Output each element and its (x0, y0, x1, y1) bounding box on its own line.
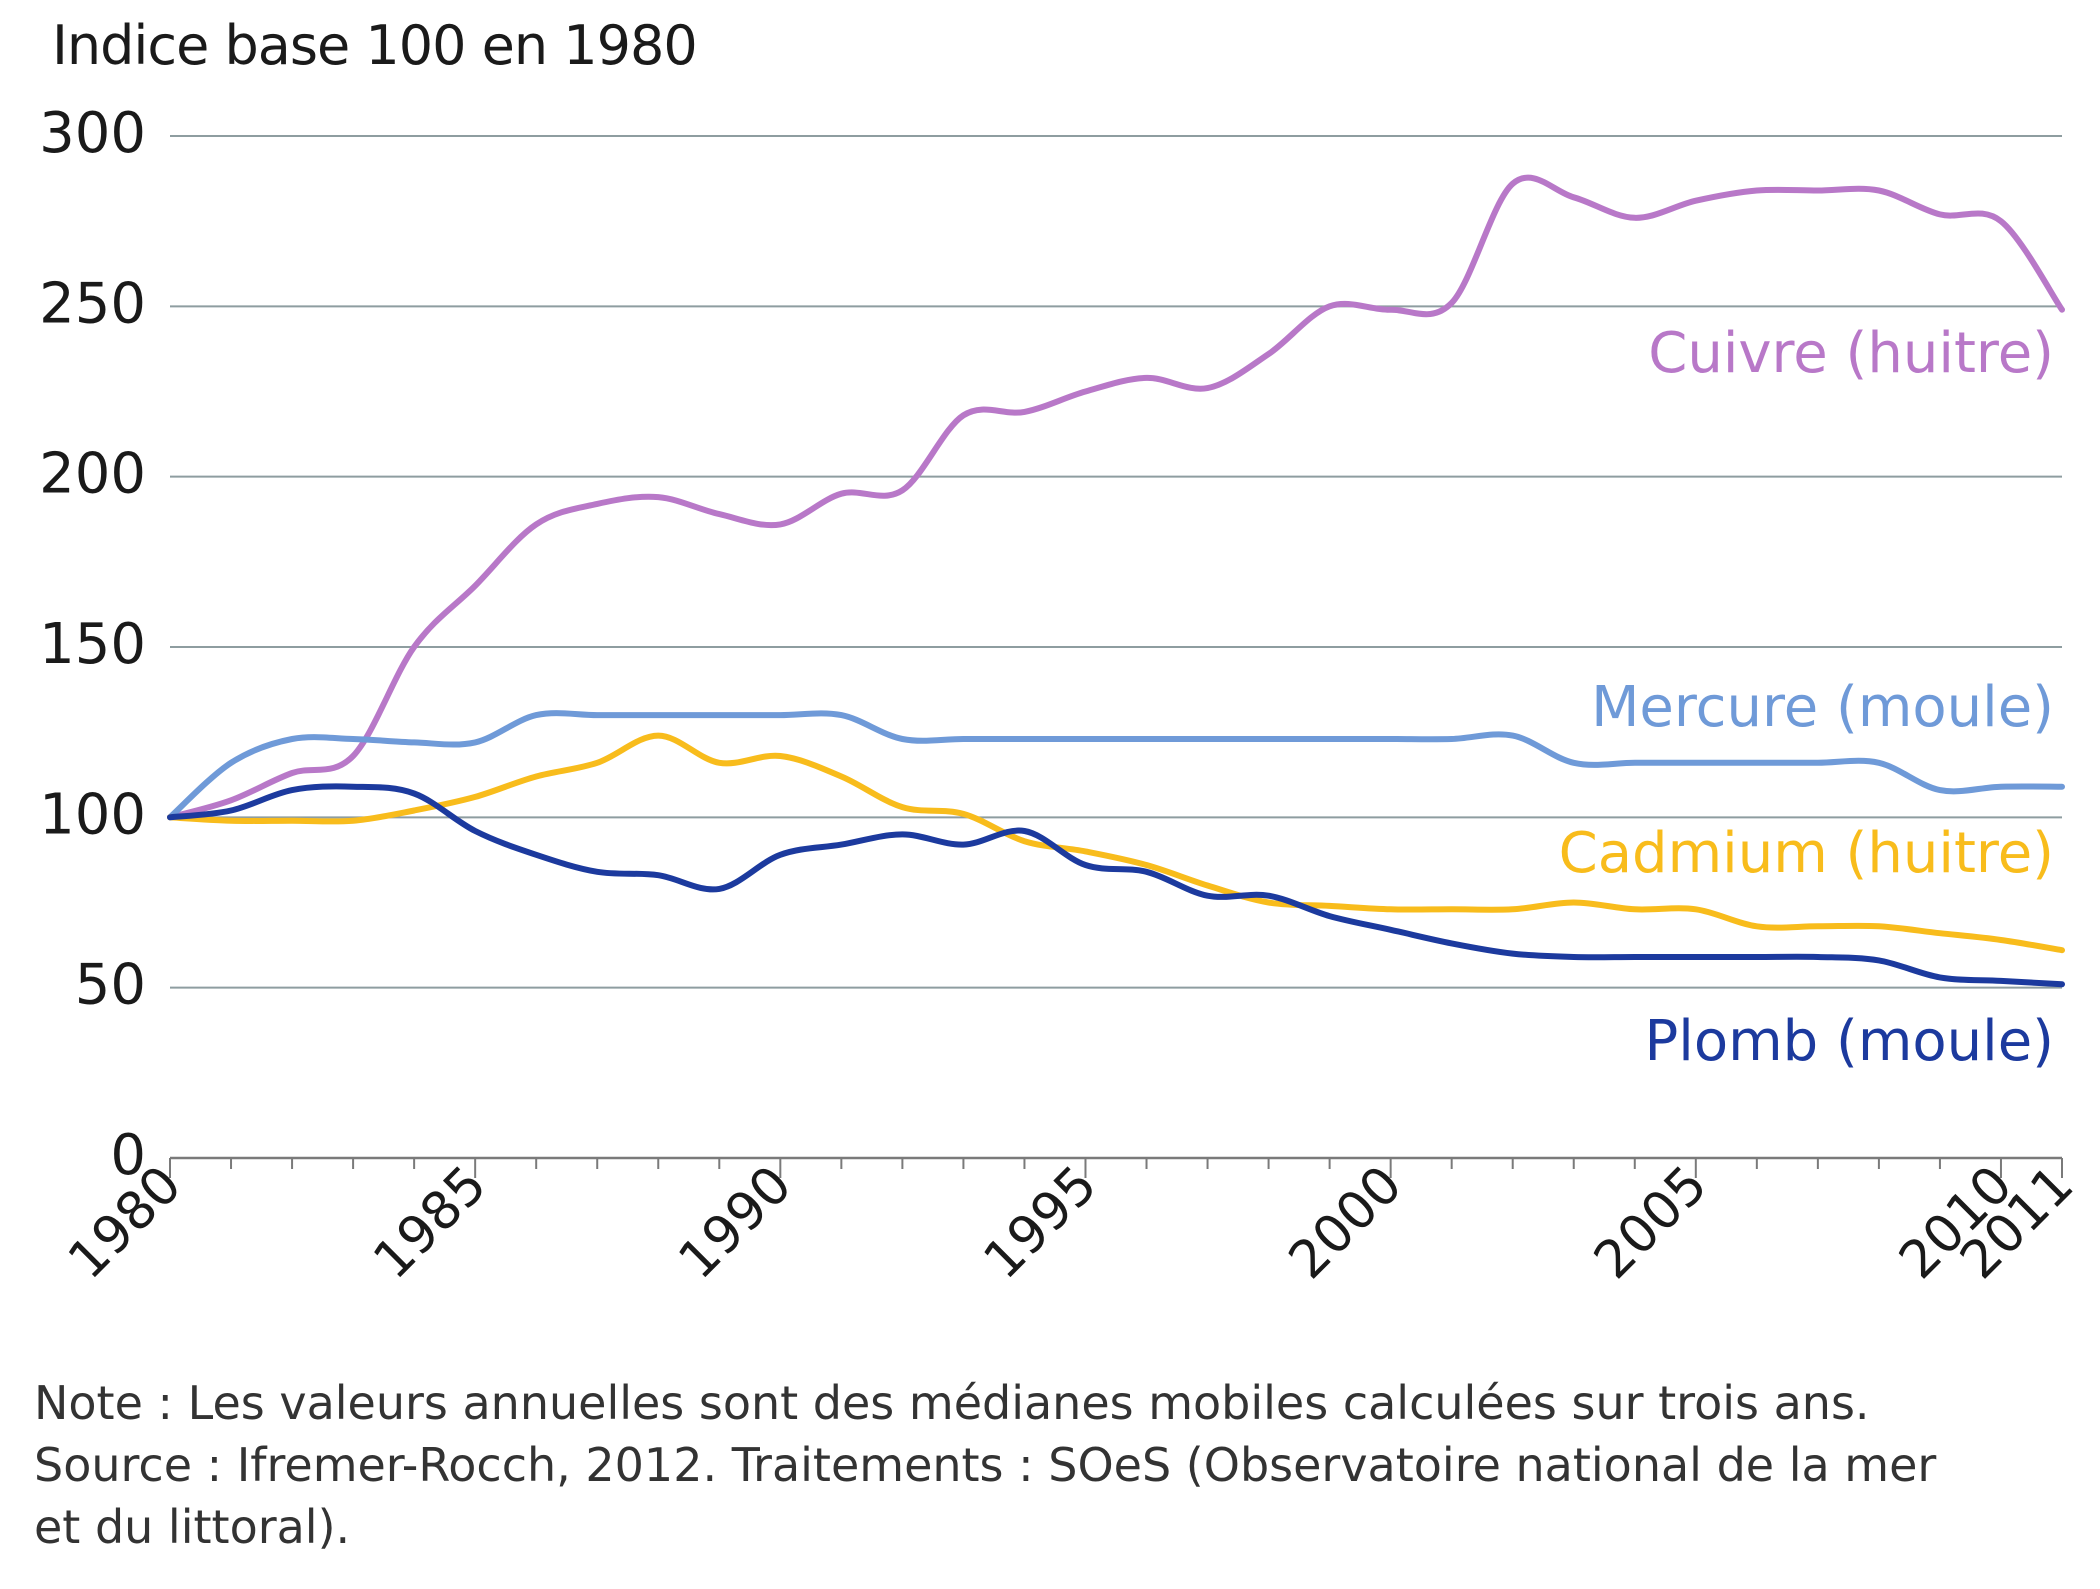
series-labels: Cuivre (huitre) Mercure (moule) Cadmium (h… (1559, 321, 2054, 1074)
x-tick-label-1985: 1985 (362, 1155, 498, 1291)
y-axis-title: Indice base 100 en 1980 (52, 14, 698, 77)
y-tick-label-100: 100 (39, 782, 146, 847)
note-line: Note : Les valeurs annuelles sont des mé… (34, 1376, 1870, 1430)
x-tick-label-1990: 1990 (668, 1155, 804, 1291)
series-line-3 (167, 783, 2065, 988)
x-tick-label-1995: 1995 (973, 1155, 1109, 1291)
series-label-0: Cuivre (huitre) (1648, 321, 2054, 386)
series-line-0 (167, 174, 2065, 821)
y-tick-label-250: 250 (39, 271, 146, 336)
grid-lines (170, 135, 2062, 989)
series-line-1 (167, 710, 2065, 821)
x-tick-label-2005: 2005 (1583, 1155, 1719, 1291)
footnotes: Note : Les valeurs annuelles sont des mé… (34, 1372, 2084, 1558)
y-tick-label-300: 300 (39, 101, 146, 166)
y-tick-label-50: 50 (75, 953, 146, 1018)
series-lines (167, 174, 2065, 988)
source-line-continued: et du littoral). (34, 1500, 351, 1554)
y-tick-label-0: 0 (110, 1123, 146, 1188)
series-line-2 (167, 732, 2065, 954)
y-tick-labels: 0 50 100 150 200 250 300 (39, 101, 146, 1188)
y-tick-label-200: 200 (39, 442, 146, 507)
series-label-2: Cadmium (huitre) (1559, 821, 2054, 886)
series-label-3: Plomb (moule) (1645, 1009, 2055, 1074)
x-tick-label-2000: 2000 (1278, 1155, 1414, 1291)
series-label-1: Mercure (moule) (1591, 675, 2054, 740)
source-line: Source : Ifremer-Rocch, 2012. Traitement… (34, 1438, 1937, 1492)
y-tick-label-150: 150 (39, 612, 146, 677)
